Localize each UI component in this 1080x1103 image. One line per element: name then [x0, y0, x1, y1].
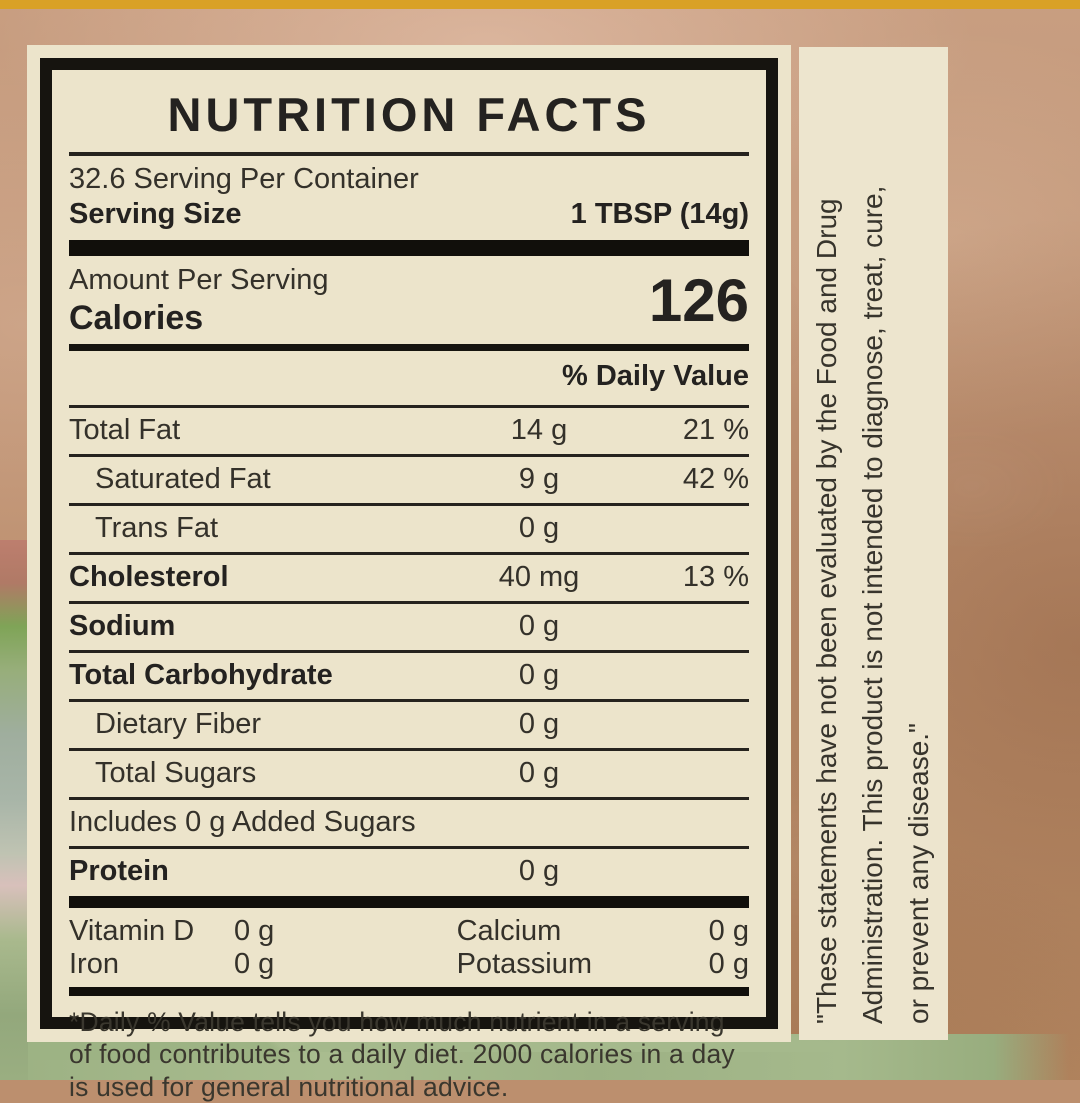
calories-block: Amount Per Serving Calories 126: [69, 264, 749, 338]
title-divider-rule: [69, 152, 749, 156]
nutrient-daily-value: 21 %: [682, 414, 749, 446]
nutrient-row-total-sugars: Total Sugars 0 g: [69, 751, 749, 800]
nutrient-name: Saturated Fat: [95, 463, 271, 495]
fda-disclaimer-strip: "These statements have not been evaluate…: [799, 47, 948, 1040]
nutrient-name: Trans Fat: [95, 512, 219, 544]
nutrient-daily-value: 13 %: [682, 561, 749, 593]
thick-divider-bar: [69, 240, 749, 256]
fda-disclaimer-line-3: or prevent any disease.": [902, 722, 934, 1024]
nutrient-row-total-fat: Total Fat 14 g 21 %: [69, 408, 749, 457]
micronutrient-name: Iron: [69, 948, 119, 980]
micronutrient-value: 0 g: [708, 948, 749, 980]
nutrient-row-protein: Protein 0 g: [69, 849, 749, 895]
nutrient-amount: 14 g: [510, 414, 568, 446]
nutrient-row-saturated-fat: Saturated Fat 9 g 42 %: [69, 457, 749, 506]
nutrient-name: Total Carbohydrate: [69, 659, 333, 691]
nutrient-name: Total Sugars: [95, 757, 257, 789]
nutrient-amount: 9 g: [518, 463, 560, 495]
nutrient-name: Sodium: [69, 610, 176, 642]
daily-value-header: % Daily Value: [69, 351, 749, 408]
nutrient-row-dietary-fiber: Dietary Fiber 0 g: [69, 702, 749, 751]
micronutrient-row: Iron 0 g Potassium 0 g: [69, 948, 749, 981]
servings-per-container: 32.6 Serving Per Container: [69, 163, 419, 195]
serving-size-value: 1 TBSP (14g): [570, 198, 749, 230]
micronutrient-vitamin-d: Vitamin D 0 g: [69, 915, 457, 948]
micronutrient-name: Calcium: [456, 915, 562, 947]
nutrient-name: Dietary Fiber: [95, 708, 261, 740]
fda-disclaimer-line-1: "These statements have not been evaluate…: [810, 197, 842, 1024]
calories-value: 126: [648, 267, 749, 334]
nutrient-amount: 0 g: [518, 855, 560, 887]
thick-divider-bar-micronutrients: [69, 987, 749, 996]
nutrient-amount: 0 g: [518, 512, 560, 544]
micronutrient-calcium: Calcium 0 g: [457, 915, 749, 948]
fda-disclaimer-text: "These statements have not been evaluate…: [804, 64, 944, 1024]
micronutrient-iron: Iron 0 g: [69, 948, 457, 981]
micronutrient-name: Potassium: [456, 948, 592, 980]
nutrient-name: Includes 0 g Added Sugars: [69, 806, 416, 838]
calories-label: Calories: [69, 299, 204, 337]
micronutrient-name: Vitamin D: [69, 915, 195, 947]
serving-size-row: Serving Size 1 TBSP (14g): [69, 198, 749, 231]
daily-value-footnote: *Daily % Value tells you how much nutrie…: [69, 1007, 735, 1102]
nutrition-facts-title: NUTRITION FACTS: [167, 88, 651, 141]
nutrient-amount: 40 mg: [498, 561, 580, 593]
thick-divider-bar-protein: [69, 896, 749, 908]
nutrient-name: Protein: [69, 855, 169, 887]
serving-size-label: Serving Size: [69, 198, 242, 230]
nutrient-daily-value: 42 %: [682, 463, 749, 495]
nutrition-facts-panel: NUTRITION FACTS 32.6 Serving Per Contain…: [27, 45, 791, 1102]
fda-disclaimer-line-2: Administration. This product is not inte…: [856, 185, 888, 1024]
amount-per-serving-label: Amount Per Serving: [69, 264, 329, 296]
nutrient-amount: 0 g: [518, 708, 560, 740]
nutrient-row-trans-fat: Trans Fat 0 g: [69, 506, 749, 555]
nutrient-amount: 0 g: [518, 757, 560, 789]
micronutrient-potassium: Potassium 0 g: [457, 948, 749, 981]
label-content: NUTRITION FACTS 32.6 Serving Per Contain…: [69, 85, 749, 1102]
nutrient-name: Cholesterol: [69, 561, 229, 593]
micronutrient-value: 0 g: [234, 915, 275, 947]
nutrient-row-added-sugars: Includes 0 g Added Sugars: [69, 800, 749, 849]
nutrient-amount: 0 g: [518, 659, 560, 691]
micronutrients-section: Vitamin D 0 g Calcium 0 g Iron 0 g Potas…: [69, 908, 749, 987]
label-border-frame: [40, 58, 778, 1029]
micronutrient-value: 0 g: [234, 948, 275, 980]
medium-divider-bar: [69, 344, 749, 351]
watercolor-foliage-left-edge: [0, 540, 28, 1080]
micronutrient-row: Vitamin D 0 g Calcium 0 g: [69, 915, 749, 948]
nutrient-row-cholesterol: Cholesterol 40 mg 13 %: [69, 555, 749, 604]
top-accent-bar: [0, 0, 1080, 9]
nutrient-amount: 0 g: [518, 610, 560, 642]
micronutrient-value: 0 g: [708, 915, 749, 947]
nutrient-name: Total Fat: [69, 414, 181, 446]
nutrient-row-total-carbohydrate: Total Carbohydrate 0 g: [69, 653, 749, 702]
nutrient-row-sodium: Sodium 0 g: [69, 604, 749, 653]
